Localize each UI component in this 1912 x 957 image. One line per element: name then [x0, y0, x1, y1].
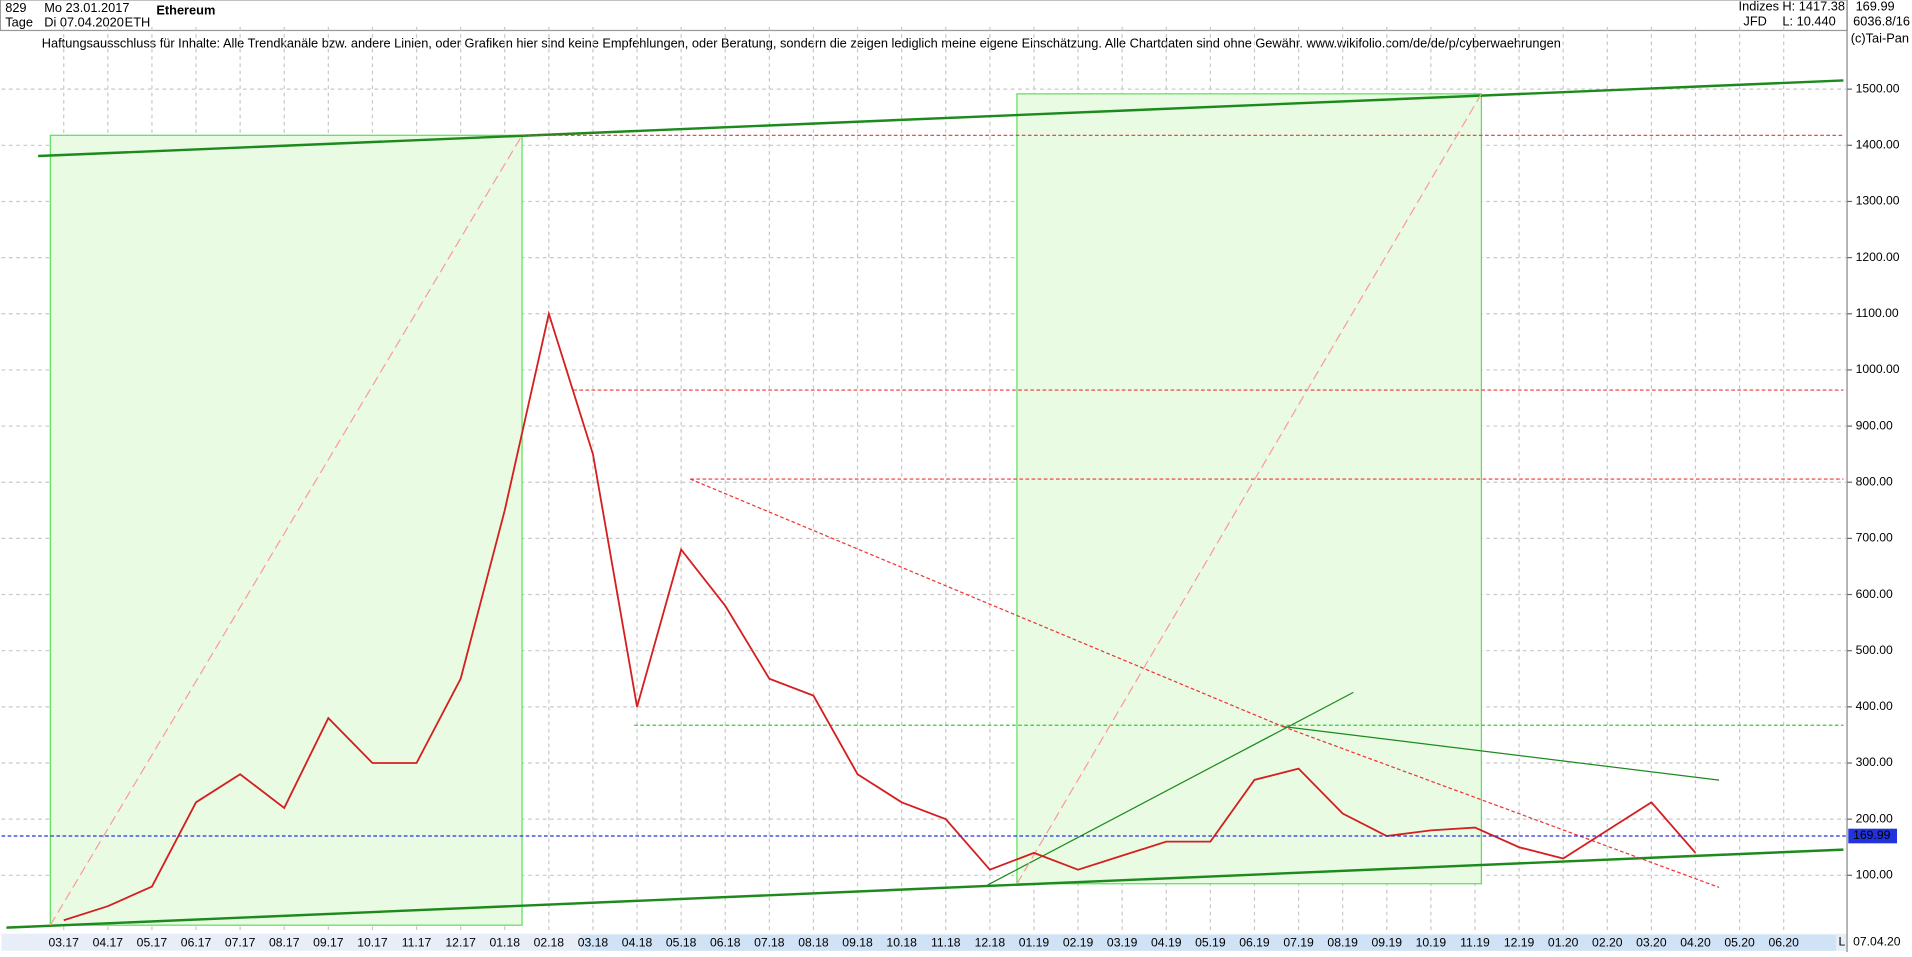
price-line — [63, 310, 1697, 922]
y-tick-label: 200.00 — [1856, 811, 1893, 825]
x-tick-label: 08.19 — [1327, 936, 1358, 950]
drawings — [6, 79, 1844, 929]
x-tick-label: 10.18 — [886, 936, 917, 950]
y-tick-label: 500.00 — [1856, 643, 1893, 657]
header-bar — [0, 0, 1848, 32]
x-tick-label: 02.19 — [1063, 936, 1094, 950]
x-tick-label: 05.20 — [1724, 936, 1755, 950]
header-symbol: ETH — [125, 15, 151, 30]
x-tick-label: 01.20 — [1548, 936, 1579, 950]
x-tick-label: 09.19 — [1372, 936, 1403, 950]
x-tick-label: 04.20 — [1680, 936, 1711, 950]
x-tick-label: 09.18 — [842, 936, 873, 950]
x-axis-highlight — [580, 934, 1837, 951]
x-tick-label: 01.18 — [490, 936, 521, 950]
trendline — [1016, 93, 1482, 885]
last-value-box — [1848, 828, 1898, 844]
y-tick-label: 100.00 — [1856, 868, 1893, 882]
x-tick-label: 02.18 — [534, 936, 565, 950]
x-tick-label: 02.20 — [1592, 936, 1623, 950]
x-tick-label: 03.17 — [48, 936, 79, 950]
x-tick-label: 06.19 — [1239, 936, 1270, 950]
x-tick-label: 01.19 — [1019, 936, 1050, 950]
last-value-label: 169.99 — [1853, 828, 1890, 842]
trendline — [1282, 725, 1720, 888]
y-tick-label: 1100.00 — [1856, 306, 1899, 320]
x-tick-label: 12.17 — [445, 936, 476, 950]
x-tick-label: 03.19 — [1107, 936, 1138, 950]
y-tick-label: 1000.00 — [1856, 362, 1900, 376]
y-tick-label: 300.00 — [1856, 755, 1893, 769]
x-tick-label: 04.17 — [93, 936, 124, 950]
header-period: Tage — [5, 15, 33, 30]
x-tick-label: 05.18 — [666, 936, 697, 950]
y-tick-label: 600.00 — [1856, 587, 1893, 601]
header-end: Di 07.04.2020 — [44, 15, 124, 30]
header-high: H: 1417.38 — [1782, 0, 1845, 14]
trendline — [49, 134, 523, 926]
footer-scale: L — [1839, 934, 1846, 948]
x-tick-label: 07.17 — [225, 936, 256, 950]
x-tick-label: 03.20 — [1636, 936, 1667, 950]
trendline — [987, 691, 1354, 886]
trendline — [690, 478, 1283, 728]
header-broker: JFD — [1743, 13, 1766, 28]
x-tick-label: 09.17 — [313, 936, 344, 950]
header-last: 169.99 — [1856, 0, 1895, 14]
x-tick-label: 11.17 — [402, 936, 432, 950]
plot — [1, 310, 1848, 922]
x-tick-label: 05.19 — [1195, 936, 1226, 950]
header-low: L: 10.440 — [1782, 13, 1835, 28]
x-tick-label: 12.18 — [975, 936, 1006, 950]
trendline — [38, 79, 1844, 158]
x-tick-label: 06.18 — [710, 936, 741, 950]
header-ratio: 6036.8/16 — [1853, 13, 1910, 28]
x-tick-label: 07.19 — [1283, 936, 1314, 950]
y-tick-label: 1500.00 — [1856, 81, 1900, 95]
copyright: (c)Tai-Pan — [1851, 30, 1909, 45]
x-tick-label: 04.18 — [622, 936, 653, 950]
disclaimer: Haftungsausschluss für Inhalte: Alle Tre… — [42, 35, 1561, 50]
trendline — [6, 848, 1844, 929]
y-tick-label: 700.00 — [1856, 531, 1893, 545]
header-market: Indizes — [1739, 0, 1780, 14]
y-tick-label: 900.00 — [1856, 418, 1893, 432]
x-tick-label: 10.19 — [1416, 936, 1447, 950]
x-tick-label: 10.17 — [357, 936, 388, 950]
x-tick-label: 03.18 — [578, 936, 609, 950]
x-tick-label: 12.19 — [1504, 936, 1535, 950]
x-tick-label: 04.19 — [1151, 936, 1182, 950]
x-tick-label: 06.17 — [181, 936, 212, 950]
header-title: Ethereum — [156, 2, 215, 17]
x-tick-label: 08.18 — [798, 936, 829, 950]
y-tick-label: 400.00 — [1856, 699, 1893, 713]
y-tick-label: 1400.00 — [1856, 138, 1900, 152]
header-start: Mo 23.01.2017 — [44, 0, 129, 15]
x-tick-label: 07.18 — [754, 936, 785, 950]
x-tick-label: 06.20 — [1768, 936, 1799, 950]
y-tick-label: 800.00 — [1856, 474, 1893, 488]
x-tick-label: 08.17 — [269, 936, 300, 950]
y-tick-label: 1300.00 — [1856, 194, 1900, 208]
x-tick-label: 11.18 — [931, 936, 961, 950]
footer-date: 07.04.20 — [1853, 934, 1901, 948]
x-tick-label: 05.17 — [137, 936, 168, 950]
y-tick-label: 1200.00 — [1856, 250, 1900, 264]
header-id: 829 — [5, 0, 26, 15]
trendline — [1282, 725, 1720, 781]
x-tick-label: 11.19 — [1460, 936, 1490, 950]
